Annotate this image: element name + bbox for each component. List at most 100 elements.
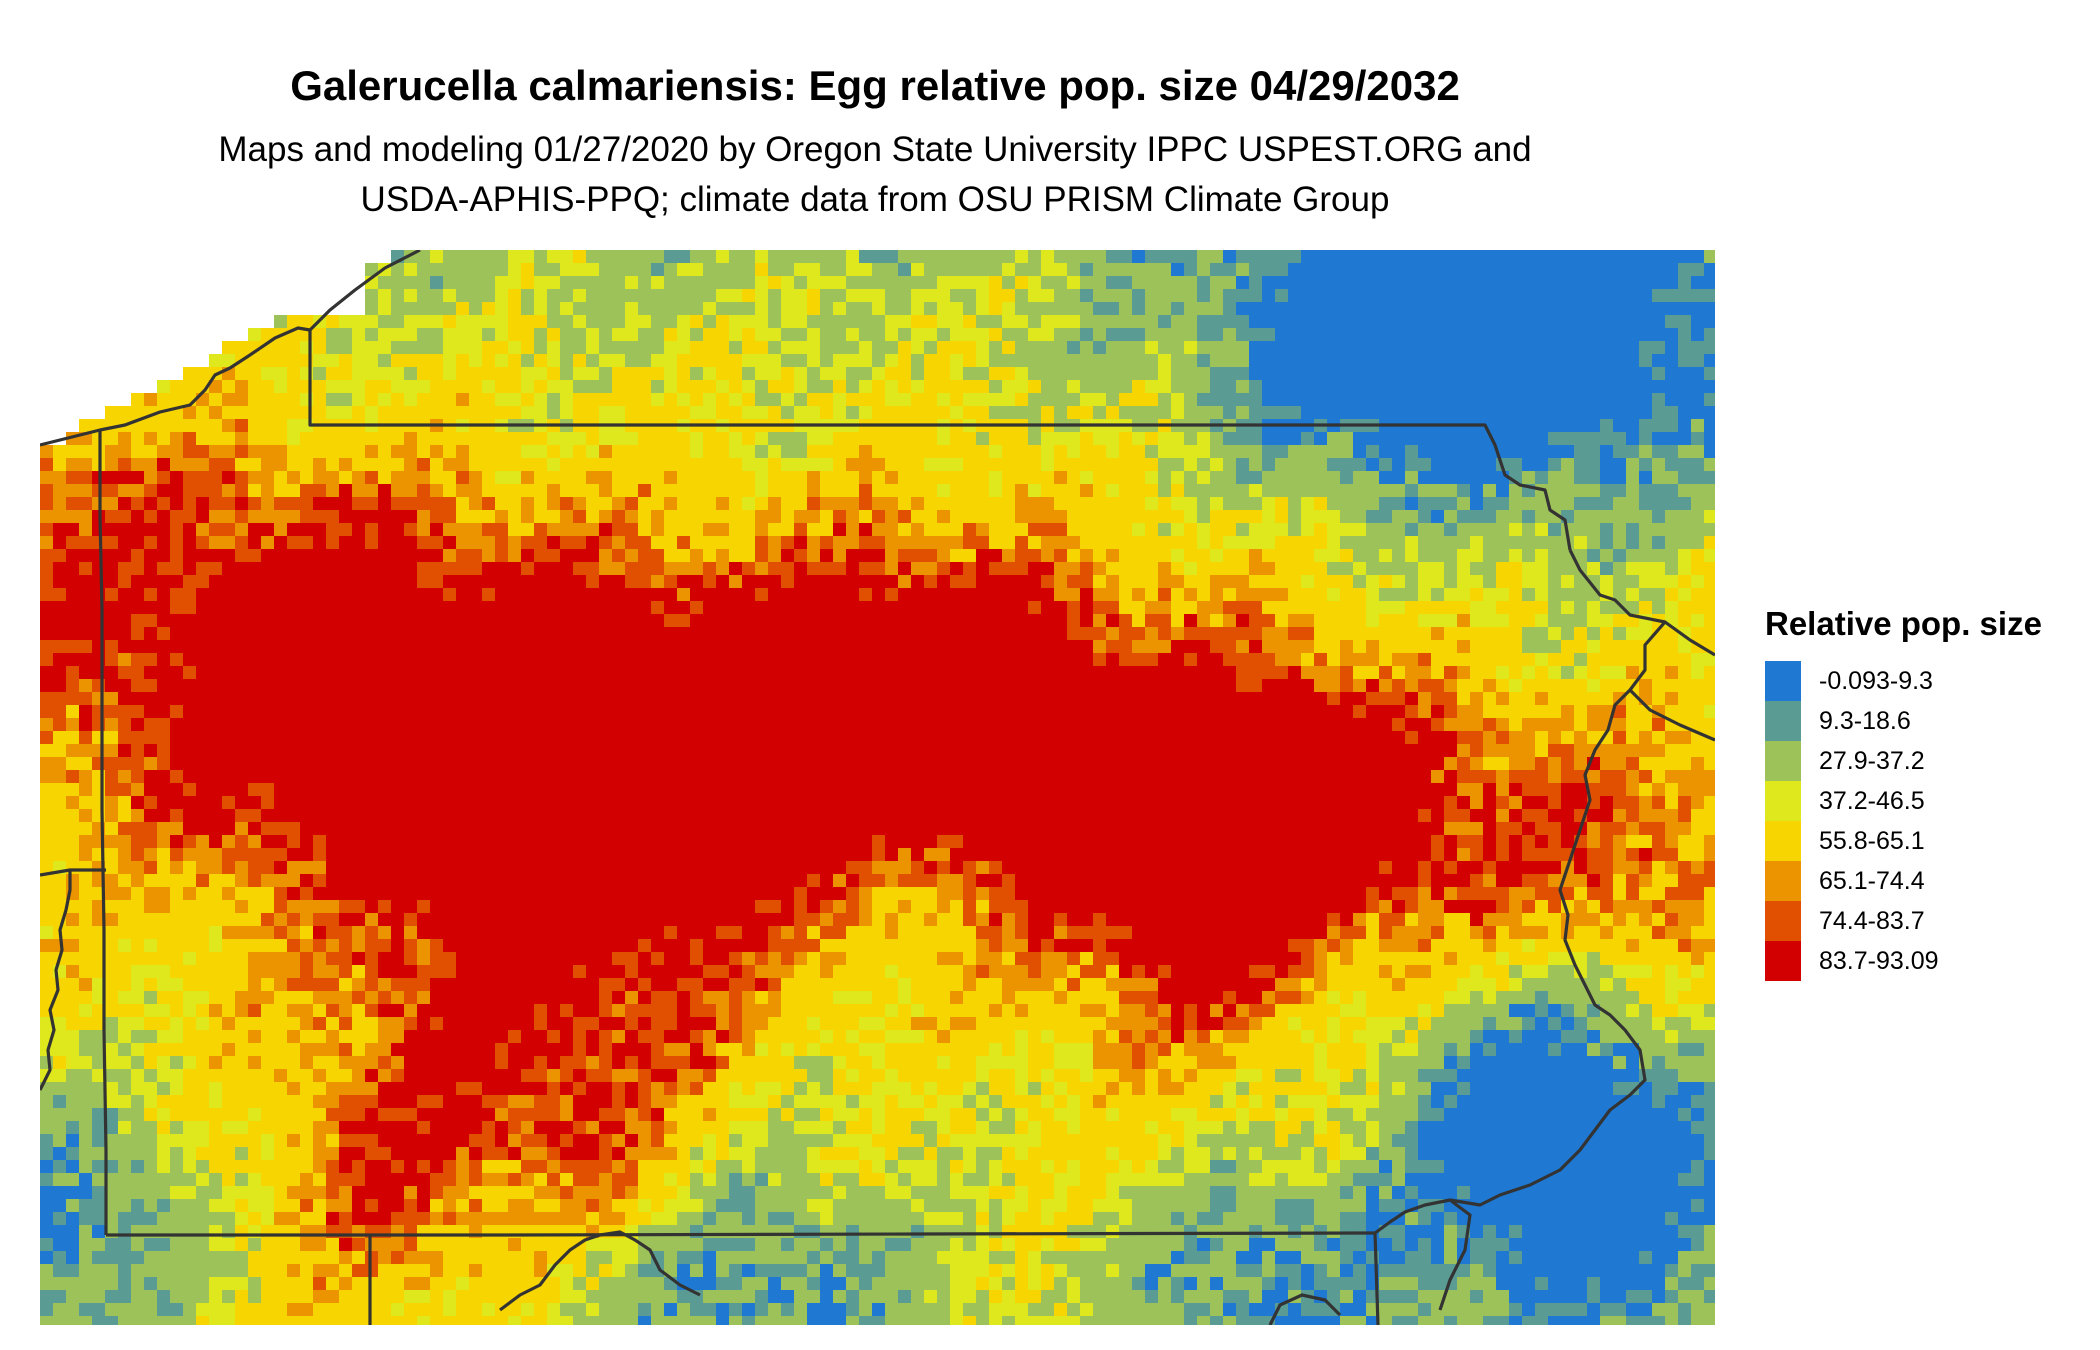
raster-cell [1535, 744, 1549, 758]
raster-cell [222, 562, 236, 576]
raster-cell [1496, 289, 1510, 303]
raster-cell [313, 757, 327, 771]
raster-cell [625, 393, 639, 407]
raster-cell [625, 523, 639, 537]
raster-cell [677, 575, 691, 589]
raster-cell [417, 653, 431, 667]
raster-cell [170, 575, 184, 589]
raster-cell [1093, 627, 1107, 641]
raster-cell [118, 757, 132, 771]
raster-cell [872, 679, 886, 693]
raster-cell [1054, 614, 1068, 628]
raster-cell [1067, 679, 1081, 693]
raster-cell [1366, 432, 1380, 446]
raster-cell [1197, 640, 1211, 654]
raster-cell [1561, 575, 1575, 589]
raster-cell [1366, 744, 1380, 758]
raster-cell [716, 263, 730, 277]
raster-cell [404, 380, 418, 394]
raster-cell [599, 315, 613, 329]
raster-cell [1028, 315, 1042, 329]
raster-cell [1548, 289, 1562, 303]
raster-cell [625, 445, 639, 459]
raster-cell [1262, 510, 1276, 524]
raster-cell [430, 406, 444, 420]
raster-cell [742, 263, 756, 277]
raster-cell [677, 588, 691, 602]
raster-cell [651, 341, 665, 355]
raster-cell [859, 354, 873, 368]
raster-cell [521, 679, 535, 693]
raster-cell [1392, 497, 1406, 511]
raster-cell [79, 640, 93, 654]
raster-cell [157, 692, 171, 706]
raster-cell [1431, 367, 1445, 381]
raster-cell [690, 263, 704, 277]
raster-cell [937, 354, 951, 368]
raster-cell [1444, 757, 1458, 771]
raster-cell [651, 731, 665, 745]
raster-cell [638, 666, 652, 680]
raster-cell [443, 588, 457, 602]
raster-cell [1015, 705, 1029, 719]
raster-cell [144, 770, 158, 784]
raster-cell [1015, 744, 1029, 758]
raster-cell [1223, 445, 1237, 459]
raster-cell [1704, 575, 1715, 589]
raster-cell [833, 367, 847, 381]
raster-cell [911, 718, 925, 732]
raster-cell [625, 380, 639, 394]
raster-cell [1600, 575, 1614, 589]
raster-cell [1184, 536, 1198, 550]
raster-cell [235, 744, 249, 758]
raster-cell [1483, 497, 1497, 511]
raster-cell [612, 692, 626, 706]
raster-cell [1288, 354, 1302, 368]
raster-cell [1080, 653, 1094, 667]
raster-cell [638, 627, 652, 641]
raster-cell [1353, 289, 1367, 303]
raster-cell [690, 315, 704, 329]
raster-cell [1288, 510, 1302, 524]
raster-cell [495, 523, 509, 537]
raster-cell [1444, 484, 1458, 498]
raster-cell [209, 666, 223, 680]
raster-cell [755, 328, 769, 342]
raster-cell [1340, 536, 1354, 550]
raster-cell [859, 640, 873, 654]
raster-cell [1496, 653, 1510, 667]
raster-cell [118, 601, 132, 615]
raster-cell [1262, 380, 1276, 394]
raster-cell [1288, 276, 1302, 290]
raster-cell [716, 354, 730, 368]
raster-cell [1340, 627, 1354, 641]
raster-cell [768, 380, 782, 394]
raster-cell [1366, 536, 1380, 550]
raster-cell [1054, 523, 1068, 537]
raster-cell [1392, 705, 1406, 719]
raster-cell [924, 549, 938, 563]
raster-cell [1171, 679, 1185, 693]
raster-cell [1132, 705, 1146, 719]
raster-cell [157, 419, 171, 433]
raster-cell [1210, 354, 1224, 368]
raster-cell [1106, 289, 1120, 303]
raster-cell [1197, 705, 1211, 719]
raster-cell [1652, 640, 1666, 654]
raster-cell [1171, 510, 1185, 524]
raster-cell [118, 731, 132, 745]
raster-cell [365, 510, 379, 524]
raster-cell [92, 549, 106, 563]
raster-cell [859, 549, 873, 563]
raster-cell [911, 458, 925, 472]
raster-cell [1184, 497, 1198, 511]
raster-cell [521, 458, 535, 472]
raster-cell [534, 744, 548, 758]
raster-cell [1678, 328, 1692, 342]
raster-cell [1158, 445, 1172, 459]
raster-cell [807, 341, 821, 355]
raster-cell [1197, 627, 1211, 641]
raster-cell [1704, 380, 1715, 394]
raster-cell [820, 328, 834, 342]
raster-cell [183, 614, 197, 628]
